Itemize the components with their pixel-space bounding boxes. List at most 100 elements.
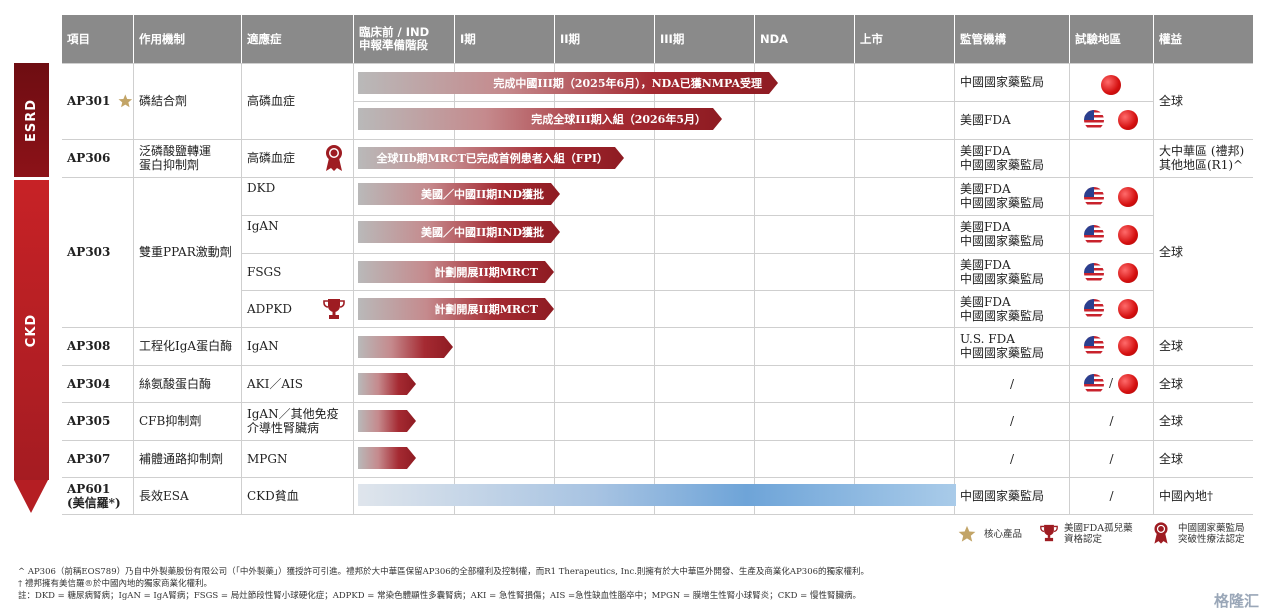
china-flag-icon	[1118, 187, 1138, 207]
ap305-mechanism: CFB抑制劑	[139, 414, 202, 428]
ap303-igan-bar: 美國／中國II期IND獲批	[358, 221, 560, 243]
grid-line	[242, 253, 1153, 254]
ap301-china-bar: 完成中國III期（2025年6月），NDA已獲NMPA受理	[358, 72, 778, 94]
grid-line	[242, 215, 1153, 216]
header-mechanism: 作用機制	[134, 15, 241, 63]
legend-orphan: 美國FDA孤兒藥 資格認定	[1064, 523, 1133, 545]
ap303-adpkd-bar: 計劃開展II期MRCT	[358, 298, 554, 320]
header-indication: 適應症	[242, 15, 353, 63]
grid-line	[554, 63, 555, 515]
grid-line	[62, 327, 1253, 328]
ap305-indication: IgAN／其他免疫 介導性腎臟病	[247, 407, 339, 435]
legend-core: 核心產品	[984, 529, 1023, 540]
ap301-name: AP301	[62, 63, 133, 139]
ap304-indication: AKI／AIS	[247, 376, 303, 391]
grid-line	[353, 63, 354, 515]
ap306-regulator: 美國FDA 中國國家藥監局	[960, 144, 1045, 172]
header-nda: NDA	[755, 15, 854, 63]
grid-line	[454, 63, 455, 515]
header-phase3: III期	[655, 15, 754, 63]
grid-line	[62, 177, 1253, 178]
ap306-rights: 大中華區 (禮邦) 其他地區(R1)^	[1159, 144, 1245, 172]
grid-line	[242, 290, 1153, 291]
ap304-mechanism: 絲氨酸蛋白酶	[139, 376, 212, 391]
ap601-rights: 中國內地†	[1159, 488, 1214, 503]
ap307-mechanism: 補體通路抑制劑	[139, 451, 224, 466]
grid-line	[62, 365, 1253, 366]
ap303-rights: 全球	[1159, 245, 1184, 259]
ap308-regulator: U.S. FDA 中國國家藥監局	[960, 332, 1045, 360]
ap305-regulator: /	[1009, 414, 1015, 428]
ap307-region: /	[1109, 451, 1114, 466]
grid-line	[62, 514, 1253, 515]
grid-line	[354, 101, 1153, 102]
star-icon	[118, 94, 133, 108]
us-flag-icon	[1084, 336, 1104, 356]
legend-breakthrough: 中國國家藥監局 突破性療法認定	[1178, 523, 1245, 545]
ap308-indication: IgAN	[247, 339, 279, 353]
us-flag-icon	[1084, 374, 1104, 394]
ap306-indication: 高磷血症	[247, 151, 296, 165]
us-flag-icon	[1084, 187, 1104, 207]
ap303-adpkd-regulator: 美國FDA 中國國家藥監局	[960, 294, 1045, 323]
ap307-rights: 全球	[1159, 451, 1184, 466]
ap305-bar	[358, 410, 416, 432]
ckd-label: CKD	[24, 313, 39, 347]
footnote-abbreviations: 註：DKD = 糖尿病腎病；IgAN = IgA腎病；FSGS = 局灶節段性腎…	[18, 591, 861, 601]
ap304-bar	[358, 373, 416, 395]
ap301-name-text: AP301	[67, 94, 111, 108]
header-phase1: I期	[455, 15, 554, 63]
ap301-rights: 全球	[1159, 94, 1184, 108]
us-flag-icon	[1084, 299, 1104, 319]
ap601-region: /	[1109, 488, 1114, 503]
esrd-label: ESRD	[24, 98, 40, 142]
ap304-rights: 全球	[1159, 376, 1184, 391]
ap307-name: AP307	[67, 451, 111, 466]
ap303-fsgs-indication: FSGS	[247, 264, 282, 279]
ckd-band: CKD	[14, 180, 49, 480]
ap303-fsgs-regulator: 美國FDA 中國國家藥監局	[960, 257, 1045, 286]
footnote-rights: † 禮邦擁有美信羅®於中國內地的獨家商業化權利。	[18, 579, 212, 589]
grid-line	[654, 63, 655, 515]
ap308-bar	[358, 336, 453, 358]
ap303-igan-indication: IgAN	[247, 219, 279, 233]
china-flag-icon	[1118, 225, 1138, 245]
ap303-dkd-bar: 美國／中國II期IND獲批	[358, 183, 560, 205]
header-launch: 上市	[855, 15, 954, 63]
ap304-region-separator: /	[1109, 376, 1114, 390]
ap305-region: /	[1109, 414, 1114, 428]
ap601-name: AP601 (美信羅*)	[67, 481, 121, 510]
grid-line	[754, 63, 755, 515]
star-icon	[958, 525, 976, 542]
ap304-regulator: /	[1009, 376, 1015, 391]
ap301-indication: 高磷血症	[247, 94, 296, 108]
grid-line	[954, 63, 955, 515]
trophy-icon	[322, 296, 346, 322]
grid-line	[854, 63, 855, 515]
grid-line	[241, 63, 242, 515]
ap303-dkd-regulator: 美國FDA 中國國家藥監局	[960, 182, 1045, 210]
header-region: 試驗地區	[1070, 15, 1153, 63]
ap307-indication: MPGN	[247, 451, 288, 466]
header-project: 項目	[62, 15, 133, 63]
ap303-adpkd-indication: ADPKD	[247, 301, 292, 316]
ap301-regulator-us: 美國FDA	[960, 113, 1011, 127]
us-flag-icon	[1084, 263, 1104, 283]
ap307-regulator: /	[1009, 451, 1015, 466]
ap303-name: AP303	[67, 245, 111, 259]
china-flag-icon	[1101, 75, 1121, 95]
header-rights: 權益	[1154, 15, 1253, 63]
us-flag-icon	[1084, 110, 1104, 130]
grid-line	[62, 63, 1253, 64]
ap303-mechanism: 雙重PPAR激動劑	[139, 245, 232, 259]
trophy-icon	[1040, 524, 1058, 542]
ribbon-award-icon	[322, 144, 346, 172]
ap303-dkd-indication: DKD	[247, 181, 276, 195]
china-flag-icon	[1118, 336, 1138, 356]
ap308-rights: 全球	[1159, 339, 1184, 353]
grid-line	[62, 402, 1253, 403]
ap306-mechanism: 泛磷酸鹽轉運 蛋白抑制劑	[139, 144, 212, 172]
ap301-regulator-cn: 中國國家藥監局	[960, 75, 1045, 89]
ap601-bar	[358, 484, 956, 506]
ckd-arrow	[14, 480, 48, 513]
